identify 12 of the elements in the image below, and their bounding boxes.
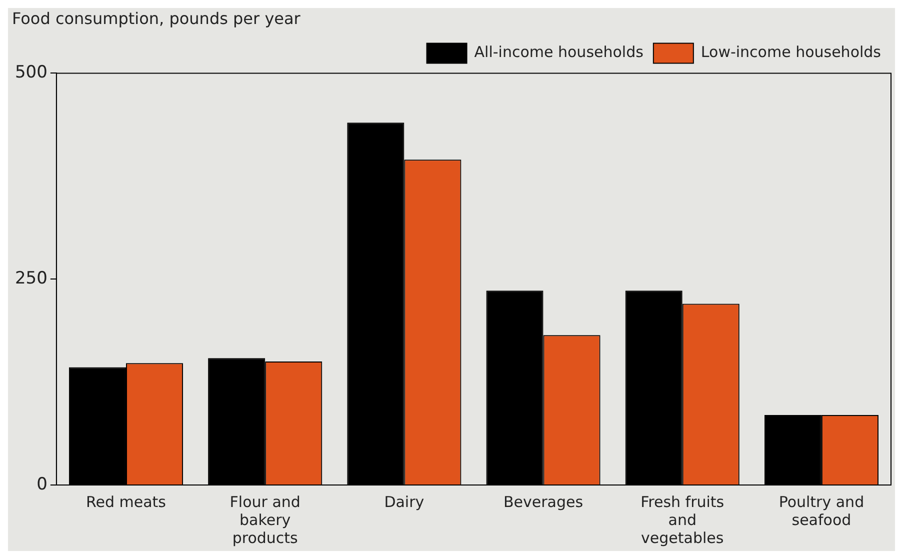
x-tick-label: Poultry and seafood — [778, 492, 864, 529]
x-tick-label: Fresh fruits and vegetables — [640, 492, 724, 547]
chart-title: Food consumption, pounds per year — [12, 8, 301, 28]
legend-label: Low-income households — [700, 43, 882, 62]
x-tick-label: Flour and bakery products — [230, 492, 300, 547]
y-tick-label: 0 — [36, 474, 48, 494]
y-tick-label: 250 — [14, 268, 48, 289]
legend-label: All-income households — [474, 43, 644, 62]
y-tick-label: 500 — [14, 62, 48, 83]
x-tick-label: Red meats — [86, 492, 166, 511]
x-tick-label: Dairy — [384, 492, 424, 511]
x-tick-label: Beverages — [503, 492, 584, 511]
